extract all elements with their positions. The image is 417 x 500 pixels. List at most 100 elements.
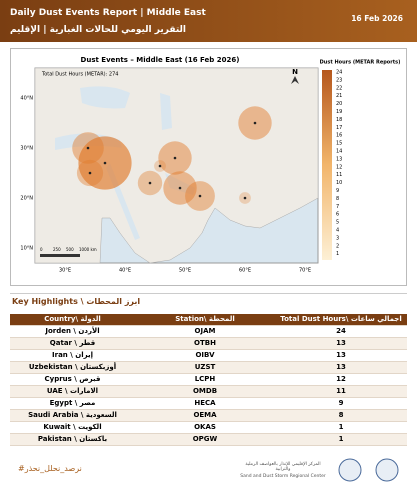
hours-cell: 12 [336, 375, 346, 383]
black-sea [80, 86, 130, 109]
legend-tick: 11 [336, 172, 342, 178]
legend-tick: 23 [336, 77, 342, 83]
divider [10, 293, 407, 294]
map-panel: Dust Events – Middle East (16 Feb 2026) … [10, 48, 407, 286]
table-row: Cyprus \ قبرص LCPH 12 [10, 374, 407, 386]
hours-cell: 8 [338, 411, 344, 419]
legend-colorbar [322, 70, 332, 260]
lon-label: 60°E [239, 268, 251, 274]
table-row: Iran \ إيران OIBV 13 [10, 350, 407, 362]
table-row: Pakistan \ باكستان OPGW 1 [10, 434, 407, 446]
legend-tick: 15 [336, 141, 342, 147]
country-cell: Pakistan \ باكستان [37, 435, 108, 443]
legend-tick: 20 [336, 101, 342, 107]
station-dot [86, 146, 90, 150]
station-dot [178, 186, 182, 190]
legend-tick: 3 [336, 235, 339, 241]
station-dot [253, 121, 257, 125]
hours-cell: 24 [336, 327, 346, 335]
caspian-sea [160, 93, 172, 130]
country-cell: Kuwait \ الكويت [43, 423, 102, 431]
station-cell: OTBH [194, 339, 216, 347]
legend-tick: 10 [336, 180, 342, 186]
land [34, 67, 319, 264]
hours-cell: 13 [336, 363, 346, 371]
legend-tick: 9 [336, 188, 339, 194]
hours-cell: 11 [336, 387, 346, 395]
hours-cell: 13 [336, 351, 346, 359]
hours-cell: 13 [336, 339, 346, 347]
legend-tick: 12 [336, 164, 342, 170]
legend-tick: 7 [336, 204, 339, 210]
scale-labels: 0 250 500 1000 km [40, 247, 97, 252]
legend-tick: 6 [336, 212, 339, 218]
table-header: Country\ الدولة Station\ المحطة Total Dust… [10, 314, 407, 334]
country-cell: UAE \ الامارات [46, 387, 99, 395]
table-row: Saudi Arabia \ السعودية OEMA 8 [10, 410, 407, 422]
country-cell: Qatar \ قطر [49, 339, 96, 347]
hotspots [72, 106, 272, 211]
lon-label: 30°E [59, 268, 71, 274]
header-cell: Station\ المحطة [175, 315, 235, 323]
lat-label: 20°N [20, 196, 33, 202]
header-cell: Total Dust Hours\ اجمالي ساعات الغبار [280, 315, 402, 334]
station-cell: OIBV [195, 351, 215, 359]
scale-bar [40, 254, 80, 257]
lat-labels: 40°N 30°N 20°N 10°N [20, 96, 33, 252]
footer-org-en: Sand and Dust Storm Regional Center [240, 474, 326, 479]
footer-org-ar: المركز الإقليمي للإنذار بالعواصف الرملية… [245, 462, 321, 472]
highlights-table: Country\ الدولة Station\ المحطة Total Dust… [10, 314, 407, 446]
station-cell: OKAS [194, 423, 216, 431]
scale-label: 250 [53, 247, 61, 252]
north-arrow-icon [291, 76, 299, 84]
station-cell: LCPH [194, 375, 216, 383]
map-title: Dust Events – Middle East (16 Feb 2026) [81, 56, 240, 64]
station-cell: OEMA [193, 411, 217, 419]
scale-label: 0 [40, 247, 43, 252]
country-cell: Saudi Arabia \ السعودية [28, 411, 117, 419]
station-cell: HECA [194, 399, 216, 407]
legend-tick: 22 [336, 85, 342, 91]
table-row: Qatar \ قطر OTBH 13 [10, 338, 407, 350]
report-date: 16 Feb 2026 [351, 14, 403, 23]
scale-label: 1000 km [79, 247, 97, 252]
lon-label: 70°E [299, 268, 311, 274]
report-title: Daily Dust Events Report | Middle East [10, 8, 206, 18]
legend-title: Dust Hours (METAR Reports) [320, 60, 401, 66]
header-bar: Daily Dust Events Report | Middle East 1… [0, 0, 417, 42]
lat-label: 40°N [20, 96, 33, 102]
legend-tick: 21 [336, 93, 342, 99]
station-cell: OMDB [192, 387, 218, 395]
table-row: Egypt \ مصر HECA 9 [10, 398, 407, 410]
country-cell: Egypt \ مصر [49, 399, 96, 407]
legend-tick: 17 [336, 125, 342, 131]
station-dot [103, 161, 107, 165]
station-dot [148, 181, 152, 185]
hours-cell: 1 [338, 423, 344, 431]
legend-tick: 24 [336, 70, 342, 76]
table-row: Uzbekistan \ أوزبكستان UZST 13 [10, 362, 407, 374]
header-cell: Country\ الدولة [44, 315, 101, 323]
legend-tick: 8 [336, 196, 339, 202]
lon-labels: 30°E 40°E 50°E 60°E 70°E [59, 268, 311, 274]
country-cell: Jorden \ الأردن [45, 327, 100, 335]
legend-tick: 5 [336, 220, 339, 226]
station-dot [88, 171, 92, 175]
gulf [165, 173, 195, 195]
country-cell: Cyprus \ قبرص [44, 375, 101, 383]
legend-tick: 13 [336, 156, 342, 162]
report-subtitle: التقرير اليومي للحالات الغبارية | الإقلي… [10, 25, 186, 35]
country-cell: Iran \ إيران [52, 351, 93, 359]
north-arrow: N [292, 68, 298, 76]
table-row: UAE \ الامارات OMDB 11 [10, 386, 407, 398]
footer-hashtag: #نرصد_نحلل_نحذر [18, 464, 82, 473]
lat-label: 30°N [20, 146, 33, 152]
hours-cell: 1 [338, 435, 344, 443]
lat-label: 10°N [20, 246, 33, 252]
station-dot [173, 156, 177, 160]
footer-logos [338, 458, 399, 482]
legend-tick: 14 [336, 149, 342, 155]
table-row: Kuwait \ الكويت OKAS 1 [10, 422, 407, 434]
